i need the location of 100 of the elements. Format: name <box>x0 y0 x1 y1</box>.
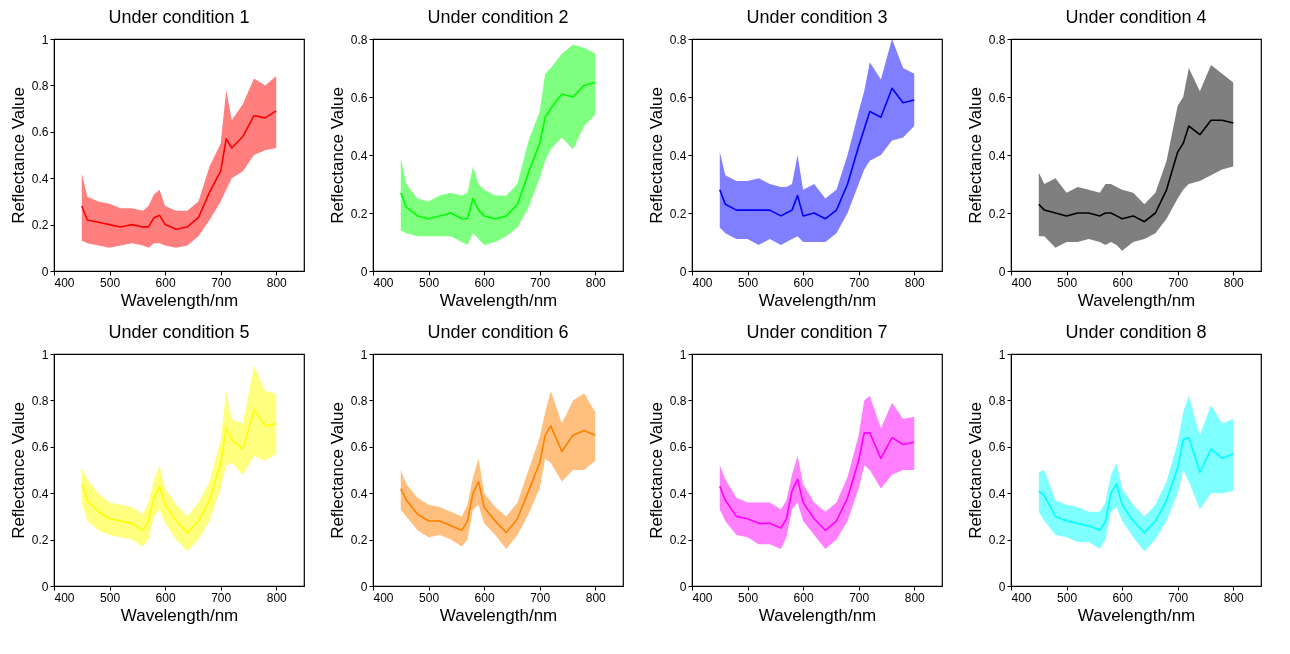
y-tick-label: 0.8 <box>669 32 687 47</box>
x-tick-label: 400 <box>373 590 394 605</box>
y-tick-label: 0.6 <box>669 440 687 455</box>
x-tick-label: 700 <box>1168 275 1189 290</box>
x-tick-label: 500 <box>419 590 440 605</box>
chart-title: Under condition 3 <box>746 7 888 27</box>
y-tick-label: 0.8 <box>31 393 49 408</box>
x-tick-label: 600 <box>474 275 495 290</box>
x-tick-label: 500 <box>419 275 440 290</box>
y-tick-label: 0.2 <box>669 206 687 221</box>
x-tick-label: 400 <box>692 275 713 290</box>
y-tick-label: 0.6 <box>988 440 1006 455</box>
y-axis-title: Reflectance Value <box>327 87 347 224</box>
y-axis-title: Reflectance Value <box>8 87 28 224</box>
x-tick-label: 800 <box>1223 590 1245 605</box>
chart-title: Under condition 8 <box>1065 322 1207 342</box>
y-tick-label: 0.4 <box>31 486 49 501</box>
y-tick-label: 0.2 <box>31 533 49 548</box>
x-tick-label: 600 <box>1112 590 1133 605</box>
line-series <box>1037 436 1235 534</box>
chart-title: Under condition 2 <box>427 7 569 27</box>
y-tick-label: 0.4 <box>350 148 368 163</box>
y-tick-label: 0.8 <box>31 78 49 93</box>
x-tick-label: 500 <box>1057 590 1078 605</box>
y-tick-label: 0.4 <box>350 486 368 501</box>
x-tick-label: 600 <box>1112 275 1133 290</box>
x-tick-label: 400 <box>692 590 713 605</box>
y-axis-title: Reflectance Value <box>965 87 985 224</box>
line-series <box>399 425 597 534</box>
x-tick-label: 700 <box>530 275 551 290</box>
y-tick-label: 1 <box>998 347 1006 362</box>
x-tick-label: 600 <box>155 275 176 290</box>
x-axis-title: Wavelength/nm <box>439 605 558 625</box>
y-tick-label: 0 <box>998 579 1006 594</box>
x-axis-title: Wavelength/nm <box>758 290 877 310</box>
x-tick-label: 500 <box>738 275 759 290</box>
x-tick-label: 600 <box>793 275 814 290</box>
y-tick-label: 0.2 <box>350 206 368 221</box>
x-tick-label: 800 <box>585 590 607 605</box>
y-axis-title: Reflectance Value <box>327 402 347 539</box>
x-tick-label: 400 <box>54 275 75 290</box>
y-tick-label: 1 <box>41 347 49 362</box>
y-tick-label: 1 <box>360 347 368 362</box>
x-tick-label: 700 <box>849 275 870 290</box>
x-axis-title: Wavelength/nm <box>1077 290 1196 310</box>
x-tick-label: 400 <box>1011 275 1032 290</box>
y-tick-label: 0 <box>360 579 368 594</box>
chart-title: Under condition 6 <box>427 322 569 342</box>
y-tick-label: 0.6 <box>31 440 49 455</box>
x-tick-label: 400 <box>373 275 394 290</box>
chart-title: Under condition 5 <box>108 322 250 342</box>
y-tick-label: 0.2 <box>350 533 368 548</box>
y-tick-label: 0 <box>679 579 687 594</box>
y-tick-label: 0.2 <box>988 533 1006 548</box>
y-tick-label: 0.8 <box>669 393 687 408</box>
x-tick-label: 800 <box>266 590 288 605</box>
x-tick-label: 700 <box>849 590 870 605</box>
y-tick-label: 1 <box>41 32 49 47</box>
y-tick-label: 0.8 <box>988 393 1006 408</box>
x-tick-label: 800 <box>1223 275 1245 290</box>
y-tick-label: 0.2 <box>988 206 1006 221</box>
y-tick-label: 0.4 <box>31 171 49 186</box>
y-tick-label: 0 <box>41 264 49 279</box>
y-tick-label: 0.6 <box>31 125 49 140</box>
line-series <box>399 81 597 220</box>
y-axis-title: Reflectance Value <box>965 402 985 539</box>
y-axis-title: Reflectance Value <box>646 402 666 539</box>
line-series <box>80 110 278 231</box>
x-tick-label: 500 <box>738 590 759 605</box>
chart-title: Under condition 7 <box>746 322 888 342</box>
x-tick-label: 400 <box>1011 590 1032 605</box>
y-tick-label: 0 <box>998 264 1006 279</box>
x-axis-title: Wavelength/nm <box>439 290 558 310</box>
x-tick-label: 500 <box>1057 275 1078 290</box>
y-axis-title: Reflectance Value <box>8 402 28 539</box>
y-tick-label: 0 <box>360 264 368 279</box>
y-tick-label: 0.6 <box>350 90 368 105</box>
x-axis-title: Wavelength/nm <box>120 290 239 310</box>
y-tick-label: 0.8 <box>350 393 368 408</box>
x-tick-label: 400 <box>54 590 75 605</box>
x-tick-label: 700 <box>530 590 551 605</box>
y-tick-label: 0.6 <box>350 440 368 455</box>
y-tick-label: 0.2 <box>669 533 687 548</box>
x-tick-label: 800 <box>266 275 288 290</box>
y-axis-title: Reflectance Value <box>646 87 666 224</box>
y-tick-label: 0.4 <box>988 148 1006 163</box>
chart-title: Under condition 1 <box>108 7 250 27</box>
x-tick-label: 800 <box>585 275 607 290</box>
y-tick-label: 0.6 <box>669 90 687 105</box>
x-tick-label: 600 <box>793 590 814 605</box>
x-tick-label: 500 <box>100 275 121 290</box>
y-tick-label: 0.4 <box>669 486 687 501</box>
y-tick-label: 0.2 <box>31 218 49 233</box>
x-axis-title: Wavelength/nm <box>758 605 877 625</box>
line-series <box>718 87 916 220</box>
x-tick-label: 700 <box>211 275 232 290</box>
line-series <box>718 432 916 532</box>
y-tick-label: 0.8 <box>350 32 368 47</box>
x-tick-label: 700 <box>1168 590 1189 605</box>
x-tick-label: 600 <box>474 590 495 605</box>
